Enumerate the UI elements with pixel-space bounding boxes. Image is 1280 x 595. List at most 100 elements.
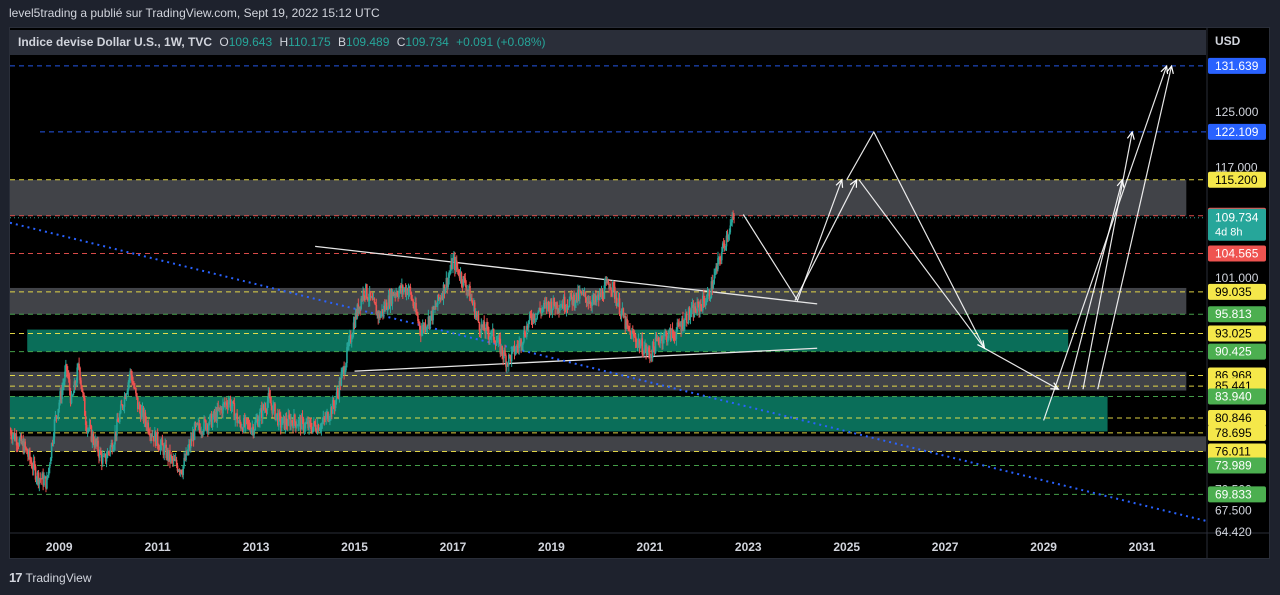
candle-body: [399, 286, 401, 291]
candle-body: [340, 373, 343, 386]
candle-body: [600, 290, 603, 297]
candle-body: [545, 301, 548, 309]
candle-body: [530, 315, 533, 321]
candle-body: [156, 432, 159, 446]
candle-body: [235, 413, 238, 416]
candle-body: [47, 475, 49, 478]
candle-body: [577, 289, 579, 301]
close-label: C: [396, 35, 406, 49]
candle-body: [727, 234, 730, 239]
candle-body: [142, 407, 145, 421]
candle-body: [501, 345, 503, 355]
x-tick-label: 2009: [46, 540, 73, 554]
candle-body: [384, 305, 386, 310]
candle-body: [111, 443, 114, 452]
candle-body: [372, 298, 375, 300]
candle-body: [204, 418, 206, 421]
candle-body: [264, 407, 267, 411]
open-label: O: [219, 35, 229, 49]
candle-body: [603, 285, 606, 299]
candle-body: [351, 334, 354, 339]
candle-body: [116, 419, 118, 436]
candle-body: [237, 422, 239, 423]
candle-body: [163, 446, 166, 455]
candle-body: [336, 392, 339, 394]
candle-body: [31, 467, 34, 470]
candle-body: [431, 311, 433, 321]
projection-arrowhead-2: [1050, 382, 1060, 390]
candle-body: [246, 419, 249, 424]
change-value: +0.091 (+0.08%): [456, 35, 546, 49]
candle-body: [611, 290, 613, 292]
candle-body: [135, 388, 137, 394]
candle-body: [427, 316, 430, 326]
candle-body: [120, 404, 123, 406]
candle-body: [327, 412, 329, 422]
candle-body: [491, 329, 494, 331]
projection-path-3: [858, 179, 985, 349]
candle-body: [131, 375, 133, 383]
candle-body: [418, 320, 420, 323]
projection-path-6: [1097, 65, 1173, 390]
candle-body: [154, 431, 157, 446]
candle-body: [242, 428, 244, 432]
tradingview-brand: TradingView: [25, 570, 92, 585]
candle-body: [168, 450, 170, 460]
candle-body: [657, 337, 660, 342]
candle-body: [318, 429, 321, 431]
candle-body: [475, 313, 478, 315]
candle-body: [669, 328, 672, 341]
candle-body: [181, 473, 184, 476]
candle-body: [284, 418, 287, 429]
candle-body: [302, 418, 305, 431]
candle-body: [320, 423, 323, 430]
candle-body: [621, 308, 624, 311]
price-badge-115.200: [1208, 171, 1266, 188]
candle-body: [648, 347, 650, 353]
candle-body: [51, 443, 54, 444]
candle-body: [555, 302, 557, 309]
candle-body: [27, 453, 29, 457]
candle-body: [497, 337, 500, 342]
candle-body: [293, 414, 295, 428]
currency-label[interactable]: USD: [1215, 34, 1241, 48]
candle-body: [359, 306, 362, 309]
candle-body: [432, 306, 434, 321]
candle-body: [722, 243, 725, 245]
candle-body: [35, 478, 38, 480]
candle-body: [587, 301, 590, 304]
candle-body: [636, 342, 639, 346]
candle-body: [240, 423, 242, 429]
candle-body: [217, 407, 220, 410]
candle-body: [446, 278, 449, 287]
candle-body: [155, 432, 158, 446]
candle-body: [358, 306, 361, 314]
candle-body: [714, 271, 716, 276]
candle-body: [61, 388, 63, 399]
candle-body: [161, 439, 164, 446]
candle-body: [401, 285, 403, 292]
candle-body: [294, 414, 296, 422]
candle-body: [573, 294, 575, 307]
symbol-name[interactable]: Indice devise Dollar U.S., 1W, TVC: [18, 35, 213, 49]
candle-body: [726, 235, 729, 239]
candle-body: [605, 281, 608, 283]
candle-body: [533, 314, 536, 321]
projection-arrowhead-1: [849, 178, 858, 188]
candle-body: [441, 296, 444, 299]
candle-body: [306, 421, 309, 424]
candle-body: [572, 294, 574, 305]
candle-body: [209, 413, 212, 416]
tradingview-logo[interactable]: 17 TradingView: [9, 570, 92, 585]
candle-body: [220, 408, 222, 410]
candle-body: [30, 462, 33, 468]
candle-body: [667, 338, 669, 343]
candle-body: [623, 316, 626, 318]
candle-body: [138, 404, 141, 410]
candle-body: [652, 341, 655, 348]
candle-body: [634, 336, 637, 342]
x-tick-label: 2011: [145, 540, 171, 554]
candle-body: [386, 309, 389, 311]
candle-body: [124, 395, 127, 399]
